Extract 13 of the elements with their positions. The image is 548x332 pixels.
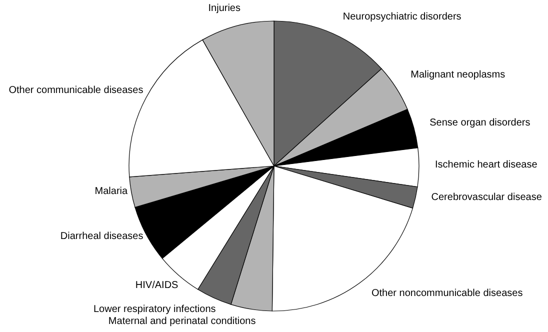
slice-label: Sense organ disorders (430, 118, 530, 129)
slice-label: Diarrheal diseases (60, 230, 144, 242)
slice-label: Lower respiratory infections (93, 304, 216, 316)
slice-label: Ischemic heart disease (434, 159, 538, 170)
slice-label: Cerebrovascular disease (431, 192, 542, 203)
slice-label: Other communicable diseases (8, 85, 144, 96)
slice-label: Injuries (208, 3, 241, 14)
slice-label: HIV/AIDS (135, 280, 179, 291)
slice-label: Malignant neoplasms (410, 70, 506, 81)
slice-label: Maternal and perinatal conditions (108, 316, 256, 328)
slice-label: Malaria (94, 186, 128, 198)
slice-label: Other noncommunicable diseases (372, 288, 523, 300)
slice-label: Neuropsychiatric disorders (342, 11, 462, 22)
